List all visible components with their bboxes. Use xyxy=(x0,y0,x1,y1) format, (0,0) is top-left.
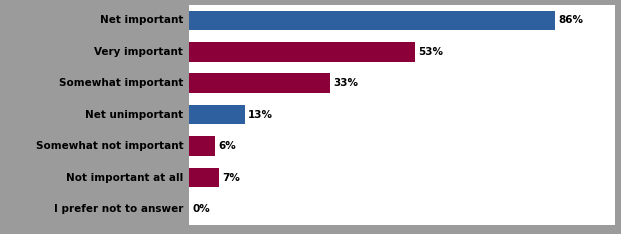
Text: Not important at all: Not important at all xyxy=(66,172,183,183)
Text: 0%: 0% xyxy=(193,204,211,214)
Text: Net important: Net important xyxy=(100,15,183,26)
Text: 6%: 6% xyxy=(219,141,236,151)
Text: Somewhat important: Somewhat important xyxy=(59,78,183,88)
Text: 33%: 33% xyxy=(333,78,358,88)
Text: 53%: 53% xyxy=(419,47,443,57)
Text: 13%: 13% xyxy=(248,110,273,120)
Text: Very important: Very important xyxy=(94,47,183,57)
Bar xyxy=(189,136,215,156)
Text: 7%: 7% xyxy=(222,172,240,183)
Text: 86%: 86% xyxy=(559,15,584,26)
Bar xyxy=(189,42,415,62)
Text: Somewhat not important: Somewhat not important xyxy=(35,141,183,151)
Bar xyxy=(189,168,219,187)
Bar xyxy=(189,11,555,30)
Text: Net unimportant: Net unimportant xyxy=(85,110,183,120)
Bar xyxy=(189,105,245,124)
Text: I prefer not to answer: I prefer not to answer xyxy=(54,204,183,214)
Bar xyxy=(189,73,330,93)
